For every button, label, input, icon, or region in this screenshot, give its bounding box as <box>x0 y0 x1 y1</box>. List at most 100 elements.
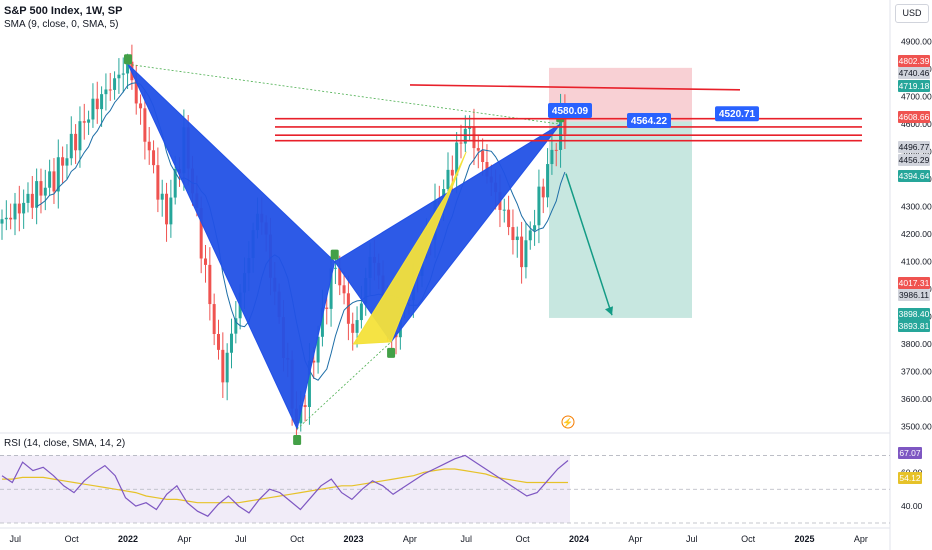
candle-body <box>238 292 242 319</box>
xd-ratio-line <box>127 63 561 125</box>
x-tick-label: Jul <box>686 534 698 544</box>
projection-arrowhead <box>605 306 613 316</box>
candle-body <box>429 233 433 240</box>
candle-body <box>450 169 454 176</box>
price-axis-label-text: 4496.77 <box>899 142 930 152</box>
candle-body <box>9 217 13 220</box>
pivot-a <box>293 434 302 445</box>
currency-button[interactable]: USD <box>895 4 929 23</box>
candle-body <box>221 349 225 383</box>
candle-body <box>502 209 506 211</box>
price-callout-text: 4564.22 <box>631 116 668 127</box>
x-tick-label: Oct <box>290 534 305 544</box>
candle-body <box>130 61 134 81</box>
y-tick-label: 4200.00 <box>901 229 932 239</box>
candle-body <box>403 299 407 310</box>
rsi-y-tick: 40.00 <box>901 501 923 511</box>
x-tick-label: 2022 <box>118 534 138 544</box>
candle-body <box>22 202 26 214</box>
price-callout <box>627 113 671 129</box>
price-axis-label-text: 3898.40 <box>899 309 930 319</box>
candle-body <box>338 267 342 286</box>
candle-body <box>208 264 212 305</box>
candle-body <box>342 285 346 294</box>
candle-body <box>485 162 489 177</box>
candle-body <box>481 150 485 163</box>
rsi-sma-line <box>2 468 568 504</box>
candle-body <box>104 89 108 95</box>
candle-body <box>359 303 363 321</box>
price-axis-label <box>898 320 930 332</box>
candle-body <box>381 275 385 303</box>
candle-body <box>364 277 368 304</box>
price-callout <box>548 102 592 118</box>
x-tick-label: Oct <box>516 534 531 544</box>
rsi-value-label-text: 67.07 <box>899 448 921 458</box>
candle-body <box>195 193 199 208</box>
candle-body <box>26 193 30 203</box>
price-axis-label <box>898 170 930 182</box>
price-axis-label <box>898 111 930 123</box>
candle-body <box>550 149 554 165</box>
candle-body <box>113 78 117 90</box>
candle-body <box>537 186 541 226</box>
y-tick-label: 4800.00 <box>901 64 932 74</box>
rsi-band <box>0 455 570 523</box>
candle-body <box>156 165 160 200</box>
candle-body <box>260 213 264 223</box>
candle-body <box>52 171 56 192</box>
candle-body <box>212 304 216 334</box>
candle-body <box>117 74 121 79</box>
x-tick-label: 2024 <box>569 534 589 544</box>
y-tick-label: 4300.00 <box>901 202 932 212</box>
candle-body <box>126 61 130 74</box>
candle-body <box>217 333 220 350</box>
candle-body <box>13 203 17 220</box>
candle-body <box>333 267 337 269</box>
candle-body <box>455 142 459 176</box>
candle-body <box>472 126 476 149</box>
candle-body <box>329 268 333 309</box>
candle-body <box>563 110 567 135</box>
candle-body <box>390 328 394 331</box>
candle-body <box>294 408 298 424</box>
pivot-c <box>387 347 396 358</box>
pivot-x <box>124 54 132 65</box>
candle-body <box>489 176 493 183</box>
symbol-title[interactable]: S&P 500 Index, 1W, SP <box>4 5 123 17</box>
candle-body <box>377 262 381 276</box>
candle-body <box>39 181 43 196</box>
candle-body <box>442 189 446 212</box>
lightning-icon-glyph: ⚡ <box>562 417 573 429</box>
candle-body <box>290 359 294 409</box>
candle-body <box>247 258 251 274</box>
candle-body <box>533 225 537 231</box>
price-axis-label <box>898 80 930 92</box>
candle-body <box>273 277 277 292</box>
candle-body <box>416 263 420 277</box>
y-tick-label: 4400.00 <box>901 174 932 184</box>
candle-body <box>476 148 480 151</box>
price-axis-label-text: 4608.66 <box>899 112 930 122</box>
y-tick-label: 4100.00 <box>901 257 932 267</box>
candle-body <box>0 219 4 224</box>
candle-body <box>43 187 47 196</box>
candle-body <box>559 110 563 150</box>
rsi-indicator-label[interactable]: RSI (14, close, SMA, 14, 2) <box>4 438 126 449</box>
candle-body <box>242 273 246 293</box>
sma-indicator-label[interactable]: SMA (9, close, 0, SMA, 5) <box>4 19 119 30</box>
candle-body <box>4 217 8 220</box>
candle-body <box>178 169 182 174</box>
price-axis-label-text: 4017.31 <box>899 278 930 288</box>
candle-body <box>139 103 143 109</box>
candle-body <box>325 307 329 309</box>
candle-body <box>411 263 415 301</box>
price-axis-label <box>898 141 930 153</box>
price-axis-label <box>898 308 930 320</box>
candle-body <box>56 157 60 192</box>
pattern-triangle-bcd <box>333 123 561 343</box>
candle-body <box>91 98 95 120</box>
x-tick-label: 2023 <box>343 534 363 544</box>
resistance-line-top <box>409 84 741 91</box>
